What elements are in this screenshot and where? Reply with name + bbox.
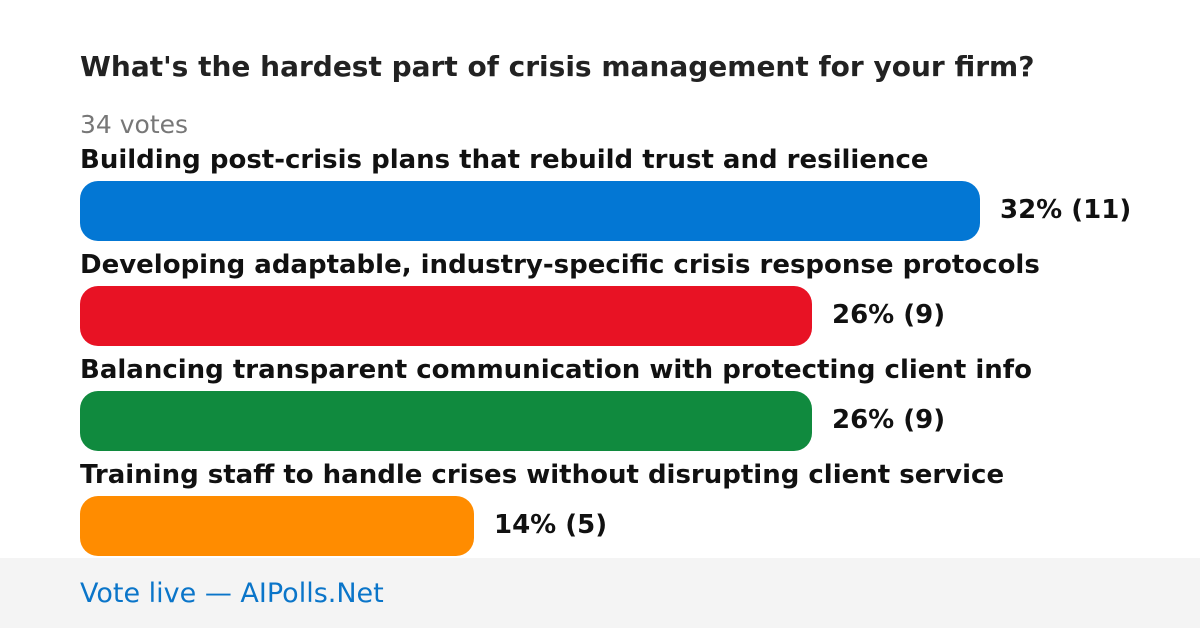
- poll-option-bar: [80, 496, 474, 556]
- poll-option-bar: [80, 181, 980, 241]
- poll-option-bar: [80, 286, 812, 346]
- poll-option-result: 26% (9): [832, 405, 946, 435]
- poll-option-label: Training staff to handle crises without …: [80, 460, 1005, 490]
- poll-option: Developing adaptable, industry-specific …: [80, 250, 1180, 350]
- poll-option-label: Developing adaptable, industry-specific …: [80, 250, 1040, 280]
- poll-option-result: 32% (11): [1000, 195, 1132, 225]
- poll-option: Training staff to handle crises without …: [80, 460, 1180, 560]
- vote-live-link[interactable]: Vote live — AIPolls.Net: [80, 578, 384, 609]
- poll-option-label: Building post-crisis plans that rebuild …: [80, 145, 929, 175]
- poll-option-result: 14% (5): [494, 510, 608, 540]
- poll-option: Balancing transparent communication with…: [80, 355, 1180, 455]
- poll-option: Building post-crisis plans that rebuild …: [80, 145, 1180, 245]
- poll-option-label: Balancing transparent communication with…: [80, 355, 1032, 385]
- poll-option-result: 26% (9): [832, 300, 946, 330]
- poll-option-bar: [80, 391, 812, 451]
- vote-count: 34 votes: [80, 110, 189, 139]
- poll-question: What's the hardest part of crisis manage…: [80, 50, 1035, 83]
- footer-bar: Vote live — AIPolls.Net: [0, 558, 1200, 628]
